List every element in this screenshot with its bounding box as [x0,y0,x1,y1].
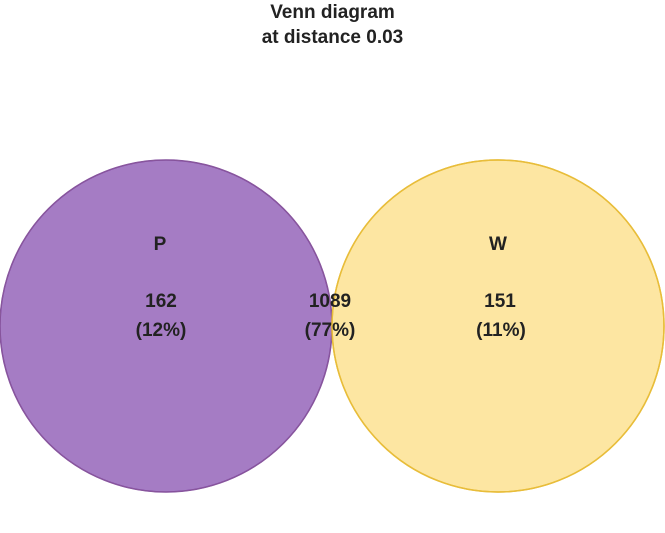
diagram-title: Venn diagram at distance 0.03 [0,0,665,50]
overlap-count: 1089 [309,291,351,312]
set-percent-p: (12%) [136,320,187,341]
title-line-1: Venn diagram [270,2,395,23]
set-percent-w: (11%) [476,320,526,341]
set-label-p: P [154,234,167,255]
set-count-w: 151 [484,291,516,312]
title-line-2: at distance 0.03 [261,27,404,48]
set-count-p: 162 [145,291,177,312]
overlap-percent: (77%) [305,320,356,341]
set-label-w: W [489,234,507,255]
